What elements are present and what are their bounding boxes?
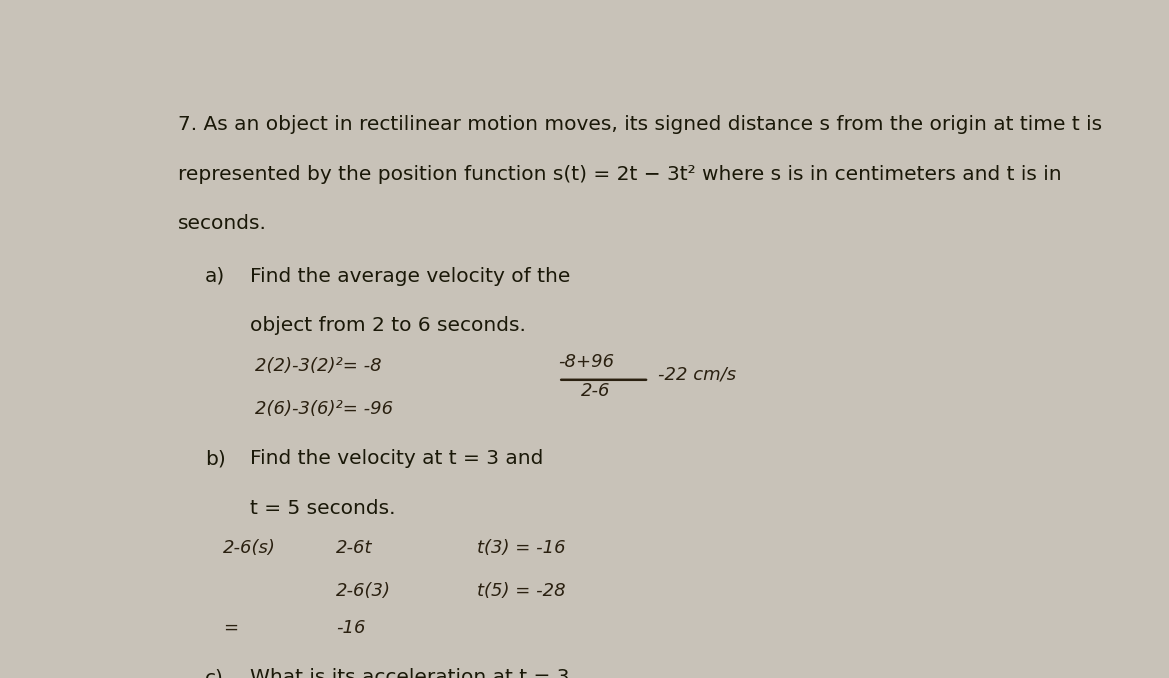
Text: 2-6(3): 2-6(3): [337, 582, 392, 600]
Text: object from 2 to 6 seconds.: object from 2 to 6 seconds.: [250, 316, 526, 335]
Text: 2-6t: 2-6t: [337, 540, 373, 557]
Text: t(3) = -16: t(3) = -16: [477, 540, 566, 557]
Text: 2-6: 2-6: [581, 382, 610, 401]
Text: -22 cm/s: -22 cm/s: [658, 365, 736, 384]
Text: 2(2)-3(2)²= -8: 2(2)-3(2)²= -8: [255, 357, 381, 375]
Text: 7. As an object in rectilinear motion moves, its signed distance s from the orig: 7. As an object in rectilinear motion mo…: [178, 115, 1102, 134]
Text: t = 5 seconds.: t = 5 seconds.: [250, 499, 396, 518]
Text: 2-6(s): 2-6(s): [223, 540, 276, 557]
Text: seconds.: seconds.: [178, 214, 267, 233]
Text: =: =: [223, 619, 238, 637]
Text: What is its acceleration at t = 3: What is its acceleration at t = 3: [250, 669, 569, 678]
Text: a): a): [205, 266, 226, 285]
Text: b): b): [205, 450, 226, 468]
Text: represented by the position function s(t) = 2t − 3t² where s is in centimeters a: represented by the position function s(t…: [178, 165, 1061, 184]
Text: 2(6)-3(6)²= -96: 2(6)-3(6)²= -96: [255, 399, 393, 418]
Text: t(5) = -28: t(5) = -28: [477, 582, 566, 600]
Text: c): c): [205, 669, 224, 678]
Text: Find the average velocity of the: Find the average velocity of the: [250, 266, 570, 285]
Text: -16: -16: [337, 619, 366, 637]
Text: -8+96: -8+96: [559, 353, 615, 371]
Text: Find the velocity at t = 3 and: Find the velocity at t = 3 and: [250, 450, 544, 468]
